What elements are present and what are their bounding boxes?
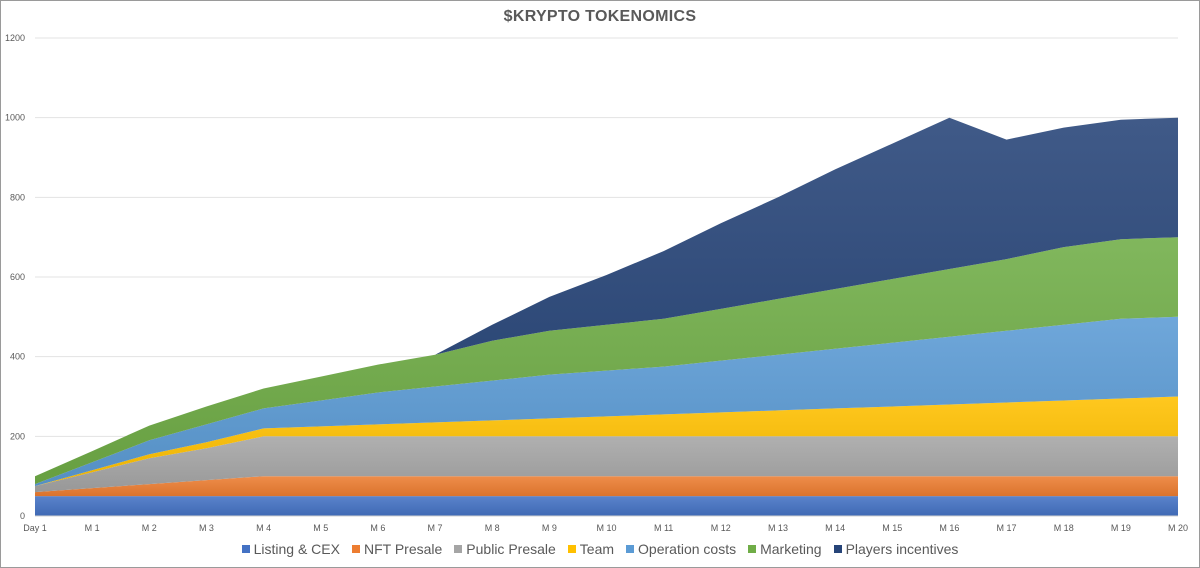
y-tick-label: 600 xyxy=(10,272,25,282)
legend-item-listing-cex: Listing & CEX xyxy=(241,541,340,557)
y-tick-label: 1000 xyxy=(5,113,25,123)
x-tick-label: M 20 xyxy=(1168,523,1188,533)
legend-label: Team xyxy=(579,541,615,557)
x-tick-label: M 12 xyxy=(711,523,731,533)
legend-label: Marketing xyxy=(760,541,822,557)
x-tick-label: Day 1 xyxy=(23,523,47,533)
x-tick-label: M 18 xyxy=(1054,523,1074,533)
x-tick-label: M 16 xyxy=(939,523,959,533)
area-series xyxy=(35,117,1178,517)
legend-item-nft-presale: NFT Presale xyxy=(351,541,443,557)
y-tick-label: 800 xyxy=(10,192,25,202)
x-tick-label: M 17 xyxy=(997,523,1017,533)
legend-label: NFT Presale xyxy=(363,541,443,557)
legend-label: Players incentives xyxy=(845,541,959,557)
x-axis-ticks: Day 1 M 1 M 2 M 3 M 4 M 5 M 6 M 7 M 8 M 9 M 10 M 11… xyxy=(23,523,1188,533)
legend-label: Operation costs xyxy=(638,541,737,557)
x-tick-label: M 5 xyxy=(313,523,328,533)
area-operation-costs xyxy=(35,316,1178,487)
area-public-presale xyxy=(35,436,1178,493)
legend-item-players-incentives: Players incentives xyxy=(833,541,959,557)
legend-swatch xyxy=(833,545,842,553)
legend-item-marketing: Marketing xyxy=(748,541,822,557)
x-tick-label: M 2 xyxy=(142,523,157,533)
x-tick-label: M 7 xyxy=(428,523,443,533)
x-tick-label: M 9 xyxy=(542,523,557,533)
y-tick-label: 400 xyxy=(10,352,25,362)
y-tick-label: 0 xyxy=(20,511,25,521)
legend-swatch xyxy=(454,545,463,553)
x-tick-label: M 11 xyxy=(654,523,673,533)
area-listing-cex xyxy=(35,496,1178,516)
x-tick-label: M 6 xyxy=(370,523,385,533)
x-tick-label: M 8 xyxy=(485,523,500,533)
area-marketing xyxy=(35,237,1178,485)
legend-item-operation-costs: Operation costs xyxy=(626,541,736,557)
y-tick-label: 1200 xyxy=(5,33,25,43)
x-tick-label: M 13 xyxy=(768,523,788,533)
legend-item-public-presale: Public Presale xyxy=(454,541,556,557)
legend-label: Public Presale xyxy=(466,541,556,557)
area-team xyxy=(35,396,1178,487)
x-tick-label: M 14 xyxy=(825,523,845,533)
x-tick-label: M 15 xyxy=(882,523,902,533)
legend-swatch xyxy=(351,545,360,553)
x-tick-label: M 4 xyxy=(256,523,271,533)
legend-label: Listing & CEX xyxy=(253,541,340,557)
legend-swatch xyxy=(748,545,757,553)
legend: Listing & CEX NFT Presale Public Presale Te… xyxy=(0,541,1200,557)
x-tick-label: M 19 xyxy=(1111,523,1131,533)
legend-item-team: Team xyxy=(567,541,615,557)
y-axis-ticks: 0 200 400 600 800 1000 1200 xyxy=(5,33,25,521)
x-tick-label: M 10 xyxy=(596,523,616,533)
area-players-incentives xyxy=(35,117,1178,477)
chart-title: $KRYPTO TOKENOMICS xyxy=(503,8,697,25)
legend-swatch xyxy=(626,545,635,553)
x-tick-label: M 3 xyxy=(199,523,214,533)
legend-swatch xyxy=(567,545,576,553)
x-tick-label: M 1 xyxy=(85,523,100,533)
area-nft-presale xyxy=(35,476,1178,497)
y-tick-label: 200 xyxy=(10,431,25,441)
legend-swatch xyxy=(241,545,250,553)
